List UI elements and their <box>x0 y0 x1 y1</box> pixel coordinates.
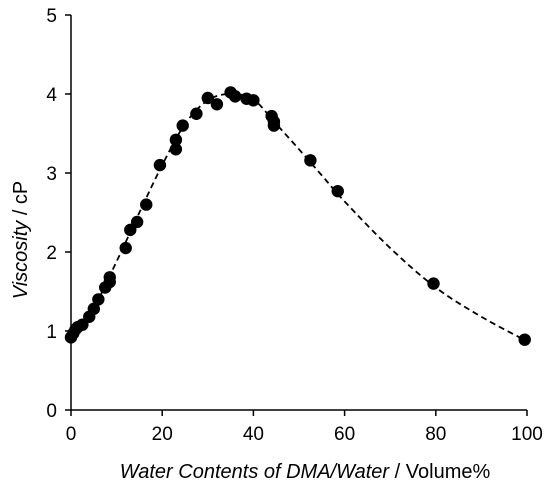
data-point-25 <box>247 94 260 107</box>
data-point-23 <box>228 90 242 103</box>
x-tick-label-2: 40 <box>243 424 264 445</box>
data-point-13 <box>130 215 144 229</box>
y-tick-label-5: 5 <box>46 6 57 27</box>
y-tick-label-0: 0 <box>46 401 57 422</box>
data-point-29 <box>304 154 317 167</box>
data-point-19 <box>190 107 203 120</box>
data-point-10 <box>103 271 116 284</box>
y-axis-title-italic: Viscosity <box>10 220 32 300</box>
data-point-7 <box>92 293 105 306</box>
y-tick-label-4: 4 <box>46 85 57 106</box>
x-tick-label-0: 0 <box>66 424 77 445</box>
y-tick-label-1: 1 <box>46 322 57 343</box>
data-point-30 <box>331 184 344 198</box>
data-point-20 <box>201 91 214 105</box>
data-point-21 <box>210 98 224 111</box>
data-point-11 <box>119 241 132 255</box>
data-point-31 <box>427 277 440 290</box>
data-point-16 <box>169 143 183 156</box>
data-point-32 <box>518 333 531 346</box>
axes <box>65 14 528 416</box>
x-axis-title: Water Contents of DMA/Water / Volume% <box>120 461 491 483</box>
y-tick-label-3: 3 <box>46 164 57 185</box>
y-axis-title-unit: / cP <box>10 181 32 221</box>
data-point-6 <box>87 302 101 316</box>
x-axis-title-italic: Water Contents of DMA/Water <box>120 461 391 483</box>
x-tick-label-1: 20 <box>152 424 173 445</box>
y-axis-title: Viscosity / cP <box>10 181 32 300</box>
data-point-15 <box>153 158 167 172</box>
x-axis-title-unit: / Volume% <box>389 461 490 483</box>
data-point-14 <box>140 198 153 211</box>
plot-area <box>64 86 531 346</box>
x-tick-label-5: 100 <box>511 424 543 445</box>
tick-labels: 0 1 2 3 4 5 0 20 40 60 80 100 <box>46 6 542 445</box>
y-tick-label-2: 2 <box>46 243 57 264</box>
data-point-18 <box>176 119 189 132</box>
data-point-17 <box>169 133 183 147</box>
data-point-28 <box>267 119 281 132</box>
x-tick-label-3: 60 <box>334 424 355 445</box>
x-tick-label-4: 80 <box>425 424 446 445</box>
